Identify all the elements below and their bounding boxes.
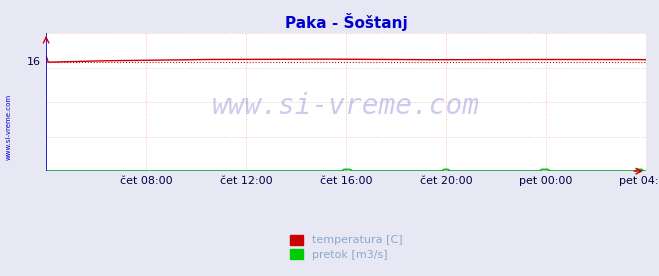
Text: www.si-vreme.com: www.si-vreme.com [5, 94, 12, 160]
Title: Paka - Šoštanj: Paka - Šoštanj [285, 13, 407, 31]
Legend: temperatura [C], pretok [m3/s]: temperatura [C], pretok [m3/s] [289, 235, 403, 259]
Text: www.si-vreme.com: www.si-vreme.com [212, 92, 480, 120]
